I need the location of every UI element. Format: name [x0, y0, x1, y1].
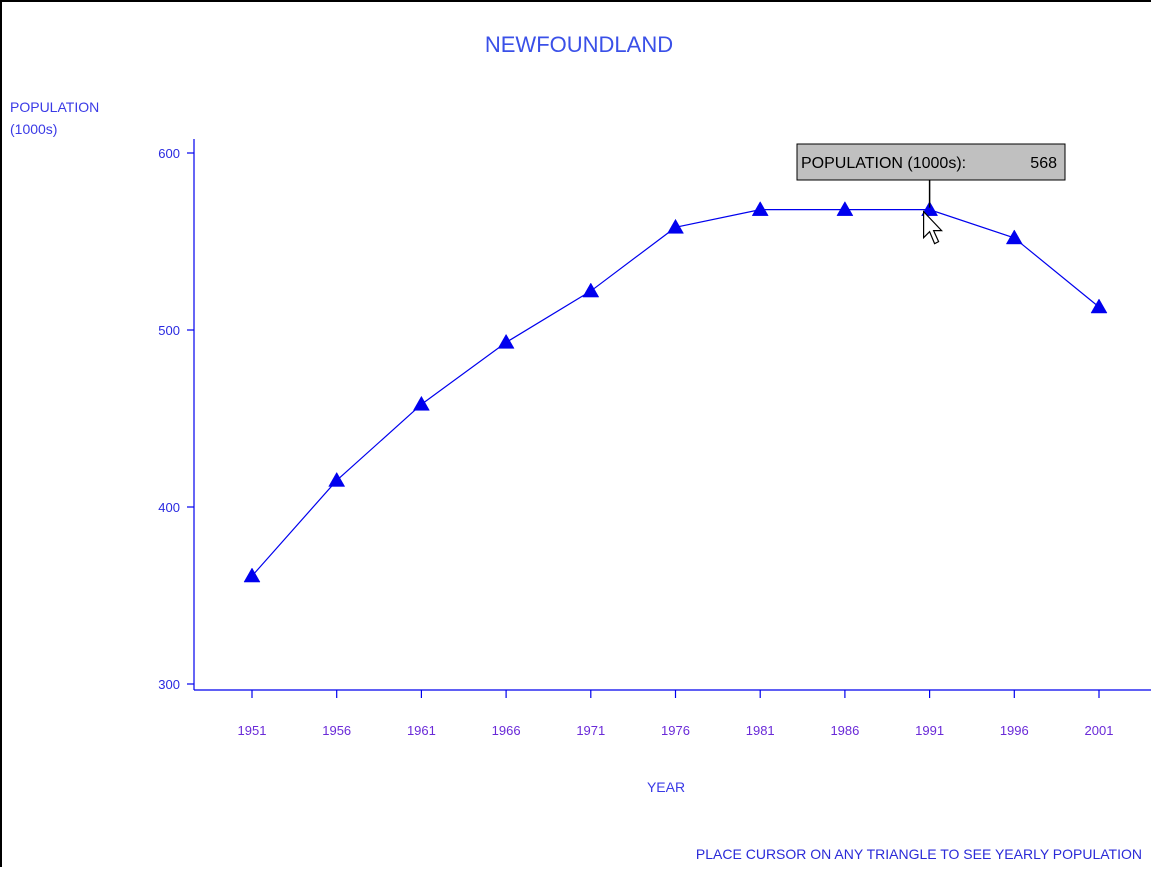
- series-line: [251, 209, 1100, 577]
- population-line: [251, 209, 1100, 577]
- chart-title: NEWFOUNDLAND: [485, 32, 673, 57]
- x-tick-label: 1976: [661, 723, 690, 738]
- triangle-marker[interactable]: [836, 201, 854, 216]
- x-tick-label: 1966: [492, 723, 521, 738]
- x-tick-label: 1981: [746, 723, 775, 738]
- y-tick-label: 600: [158, 146, 180, 161]
- x-tick-label: 1961: [407, 723, 436, 738]
- x-tick-label: 1956: [322, 723, 351, 738]
- tooltip-value: 568: [1030, 155, 1057, 172]
- y-ticks: 300 400 500 600: [158, 146, 194, 692]
- cursor-arrow-shape: [923, 210, 943, 245]
- triangle-marker[interactable]: [751, 201, 769, 216]
- x-ticks: 1951 1956 1961 1966 1971 1976 1981 1986 1991 1996…: [238, 690, 1114, 738]
- triangle-marker[interactable]: [667, 218, 684, 234]
- y-axis-label-line2: (1000s): [10, 121, 57, 137]
- triangle-marker[interactable]: [243, 567, 261, 583]
- axes: [193, 139, 1151, 691]
- triangle-marker[interactable]: [412, 395, 430, 411]
- x-tick-label: 1996: [1000, 723, 1029, 738]
- triangle-marker[interactable]: [921, 201, 939, 216]
- footer-instruction: PLACE CURSOR ON ANY TRIANGLE TO SEE YEAR…: [696, 846, 1142, 862]
- y-tick-label: 500: [158, 323, 180, 338]
- mouse-cursor-icon: [923, 210, 943, 245]
- triangle-marker[interactable]: [1005, 229, 1023, 245]
- tooltip: POPULATION (1000s): 568: [796, 143, 1066, 208]
- tooltip-label: POPULATION (1000s):: [801, 155, 966, 172]
- triangle-marker[interactable]: [328, 471, 346, 487]
- y-tick-label: 400: [158, 500, 180, 515]
- data-markers: [243, 201, 1108, 583]
- x-tick-label: 2001: [1085, 723, 1114, 738]
- x-tick-label: 1951: [238, 723, 267, 738]
- y-tick-label: 300: [158, 677, 180, 692]
- tooltip-box: [796, 143, 1066, 181]
- triangle-marker[interactable]: [1090, 298, 1108, 314]
- x-tick-label: 1986: [830, 723, 859, 738]
- triangle-marker[interactable]: [582, 282, 600, 298]
- y-axis-label-line1: POPULATION: [10, 99, 99, 115]
- triangle-marker[interactable]: [497, 333, 515, 349]
- x-tick-label: 1991: [915, 723, 944, 738]
- x-axis-label: YEAR: [647, 779, 685, 795]
- x-tick-label: 1971: [576, 723, 605, 738]
